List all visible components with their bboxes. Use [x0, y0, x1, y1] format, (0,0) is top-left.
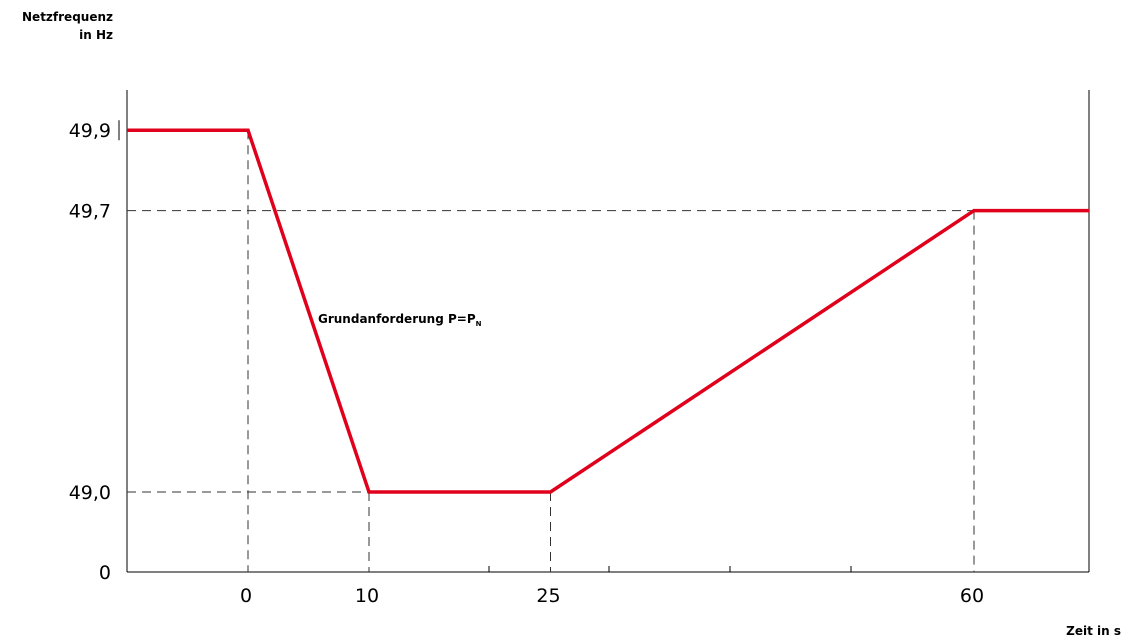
y-tick-label-2: 49,7 [69, 201, 111, 223]
annotation-text: Grundanforderung P=P [318, 312, 476, 326]
x-tick-label-1: 10 [355, 585, 379, 607]
x-tick-label-2: 25 [536, 585, 560, 607]
series-annotation: Grundanforderung P=PN [318, 312, 481, 328]
y-tick-label-1: 49,0 [69, 482, 111, 504]
y-axis-label: Netzfrequenz in Hz [8, 8, 113, 44]
x-axis-label: Zeit in s [1066, 624, 1121, 638]
y-tick-label-0: 0 [99, 562, 111, 584]
x-tick-label-3: 60 [960, 585, 984, 607]
annotation-subscript: N [475, 320, 482, 328]
y-axis-label-line-1: Netzfrequenz [22, 10, 113, 24]
x-tick-label-0: 0 [240, 585, 252, 607]
y-axis-label-line-2: in Hz [79, 28, 113, 42]
series-line-0 [127, 128, 1089, 494]
y-tick-label-3: 49,9 [69, 120, 111, 142]
